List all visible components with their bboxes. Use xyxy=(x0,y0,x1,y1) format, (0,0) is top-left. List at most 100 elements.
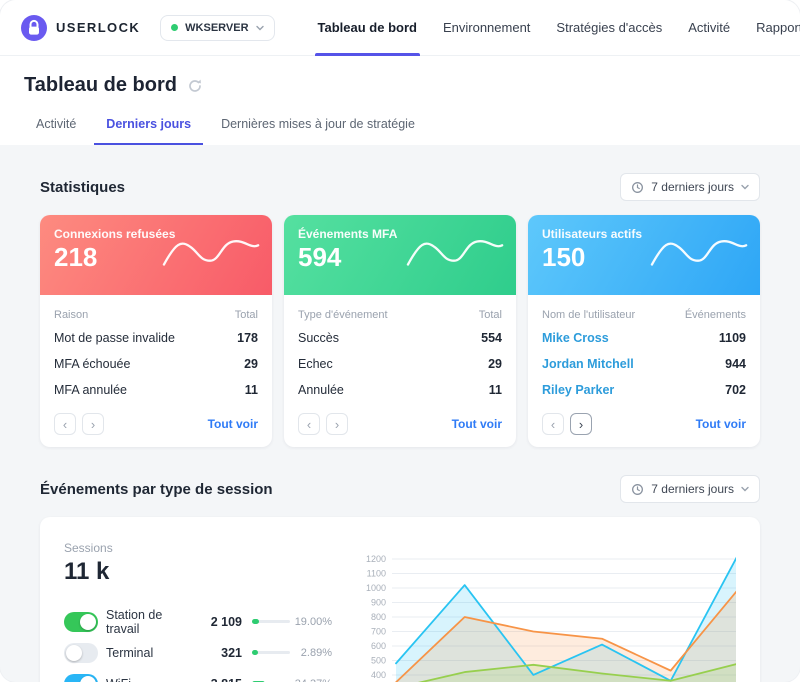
tout-voir-link[interactable]: Tout voir xyxy=(451,417,502,431)
row-label: MFA échouée xyxy=(54,357,131,371)
user-link[interactable]: Riley Parker xyxy=(542,383,615,397)
pager-prev-button[interactable]: ‹ xyxy=(298,413,320,435)
refresh-icon[interactable] xyxy=(187,78,203,94)
toggle-wifi[interactable] xyxy=(64,673,98,682)
userlock-logo-icon xyxy=(21,14,47,41)
legend-row-wifi: WiFi 3 815 34.37% xyxy=(64,668,332,682)
row-value: 11 xyxy=(488,383,502,397)
row-label: Mot de passe invalide xyxy=(54,331,175,345)
sessions-total-label: Sessions xyxy=(64,541,113,555)
period-filter-stats[interactable]: 7 derniers jours xyxy=(620,173,760,201)
tab-dernieres-mises-a-jour-de-strategie[interactable]: Dernières mises à jour de stratégie xyxy=(221,117,415,131)
toggle-knob xyxy=(80,613,96,630)
svg-text:700: 700 xyxy=(371,626,386,636)
sessions-card: Sessions 11 k Station de travail 2 109 1… xyxy=(40,517,760,682)
nav-activite[interactable]: Activité xyxy=(688,20,731,35)
pager: ‹ › xyxy=(542,413,592,435)
stat-card-utilisateurs-actifs: Utilisateurs actifs 150 Nom de l'utilisa… xyxy=(528,215,760,447)
stat-card-connexions-refusees: Connexions refusées 218 Raison Total Mot… xyxy=(40,215,272,447)
stat-card-value: 150 xyxy=(542,242,586,272)
legend-row-station-de-travail: Station de travail 2 109 19.00% xyxy=(64,606,332,637)
col-header: Type d'événement xyxy=(298,309,388,321)
row-value: 1109 xyxy=(718,331,746,345)
sparkline xyxy=(162,240,260,266)
pager-next-button[interactable]: › xyxy=(82,413,104,435)
tab-derniers-jours[interactable]: Derniers jours xyxy=(94,107,204,145)
nav-tableau-de-bord[interactable]: Tableau de bord xyxy=(305,0,430,56)
sessions-heading: Événements par type de session xyxy=(40,480,273,498)
table-row: Riley Parker 702 xyxy=(542,377,746,403)
period-label: 7 derniers jours xyxy=(651,180,734,194)
toggle-terminal[interactable] xyxy=(64,642,98,663)
col-header: Total xyxy=(478,309,502,321)
stats-heading: Statistiques xyxy=(40,178,126,196)
main-nav: Tableau de bord Environnement Stratégies… xyxy=(305,0,800,56)
server-name: WKSERVER xyxy=(185,21,249,34)
pager-prev-button[interactable]: ‹ xyxy=(542,413,564,435)
stat-card-header: Utilisateurs actifs 150 xyxy=(528,215,760,295)
pager-prev-button[interactable]: ‹ xyxy=(54,413,76,435)
history-clock-icon xyxy=(632,181,644,193)
legend-label: Station de travail xyxy=(106,607,163,636)
sparkline xyxy=(650,240,748,266)
sparkline xyxy=(406,240,504,266)
row-value: 29 xyxy=(244,357,258,371)
brand: USERLOCK xyxy=(20,14,140,42)
dashboard-tabs: Activité Derniers jours Dernières mises … xyxy=(24,107,776,145)
table-row: MFA annulée 11 xyxy=(54,377,258,403)
stat-card-evenements-mfa: Événements MFA 594 Type d'événement Tota… xyxy=(284,215,516,447)
stat-card-table: Raison Total Mot de passe invalide 178 M… xyxy=(40,295,272,447)
user-link[interactable]: Jordan Mitchell xyxy=(542,357,634,371)
svg-text:1000: 1000 xyxy=(366,583,386,593)
svg-text:400: 400 xyxy=(371,670,386,680)
server-selector[interactable]: WKSERVER xyxy=(160,14,275,41)
svg-text:500: 500 xyxy=(371,655,386,665)
stat-card-table: Type d'événement Total Succès 554 Echec … xyxy=(284,295,516,447)
server-status-dot xyxy=(171,24,179,31)
pager-next-button[interactable]: › xyxy=(326,413,348,435)
table-row: Echec 29 xyxy=(298,351,502,377)
row-label: Succès xyxy=(298,331,339,345)
stat-cards: Connexions refusées 218 Raison Total Mot… xyxy=(40,215,760,447)
toggle-knob xyxy=(66,644,82,661)
nav-environnement[interactable]: Environnement xyxy=(442,20,531,35)
table-row: Annulée 11 xyxy=(298,377,502,403)
legend-value: 3 815 xyxy=(198,677,242,682)
pager: ‹ › xyxy=(298,413,348,435)
sessions-legend: Sessions 11 k Station de travail 2 109 1… xyxy=(64,541,332,682)
chevron-down-icon xyxy=(255,25,264,30)
period-filter-sessions[interactable]: 7 derniers jours xyxy=(620,475,760,503)
svg-text:1100: 1100 xyxy=(367,568,386,578)
tout-voir-link[interactable]: Tout voir xyxy=(695,417,746,431)
pager-next-button[interactable]: › xyxy=(570,413,592,435)
svg-text:900: 900 xyxy=(371,597,386,607)
table-row: Succès 554 xyxy=(298,325,502,351)
legend-value: 2 109 xyxy=(210,614,242,629)
row-value: 178 xyxy=(237,331,258,345)
legend-percent: 34.37% xyxy=(292,678,332,682)
stat-card-table: Nom de l'utilisateur Événements Mike Cro… xyxy=(528,295,760,447)
legend-percent: 2.89% xyxy=(300,646,332,659)
chevron-down-icon xyxy=(741,486,749,492)
toggle-knob xyxy=(80,675,96,682)
page-title: Tableau de bord xyxy=(24,74,177,96)
nav-rapports[interactable]: Rapports xyxy=(756,20,800,35)
stat-card-title: Événements MFA xyxy=(298,227,398,241)
stat-card-header: Connexions refusées 218 xyxy=(40,215,272,295)
page-header: Tableau de bord Activité Derniers jours … xyxy=(0,56,800,145)
toggle-station-de-travail[interactable] xyxy=(64,611,98,632)
tout-voir-link[interactable]: Tout voir xyxy=(207,417,258,431)
user-link[interactable]: Mike Cross xyxy=(542,331,609,345)
stat-card-value: 594 xyxy=(298,242,342,272)
legend-row-terminal: Terminal 321 2.89% xyxy=(64,637,332,668)
svg-text:1200: 1200 xyxy=(366,554,386,564)
table-row: Mike Cross 1109 xyxy=(542,325,746,351)
table-row: Jordan Mitchell 944 xyxy=(542,351,746,377)
row-label: Echec xyxy=(298,357,333,371)
row-value: 11 xyxy=(244,383,258,397)
stat-card-header: Événements MFA 594 xyxy=(284,215,516,295)
tab-activite[interactable]: Activité xyxy=(36,117,77,131)
legend-label: WiFi xyxy=(104,677,198,682)
nav-strategies-acces[interactable]: Stratégies d'accès xyxy=(556,20,663,35)
legend-mini-bar xyxy=(242,650,292,655)
